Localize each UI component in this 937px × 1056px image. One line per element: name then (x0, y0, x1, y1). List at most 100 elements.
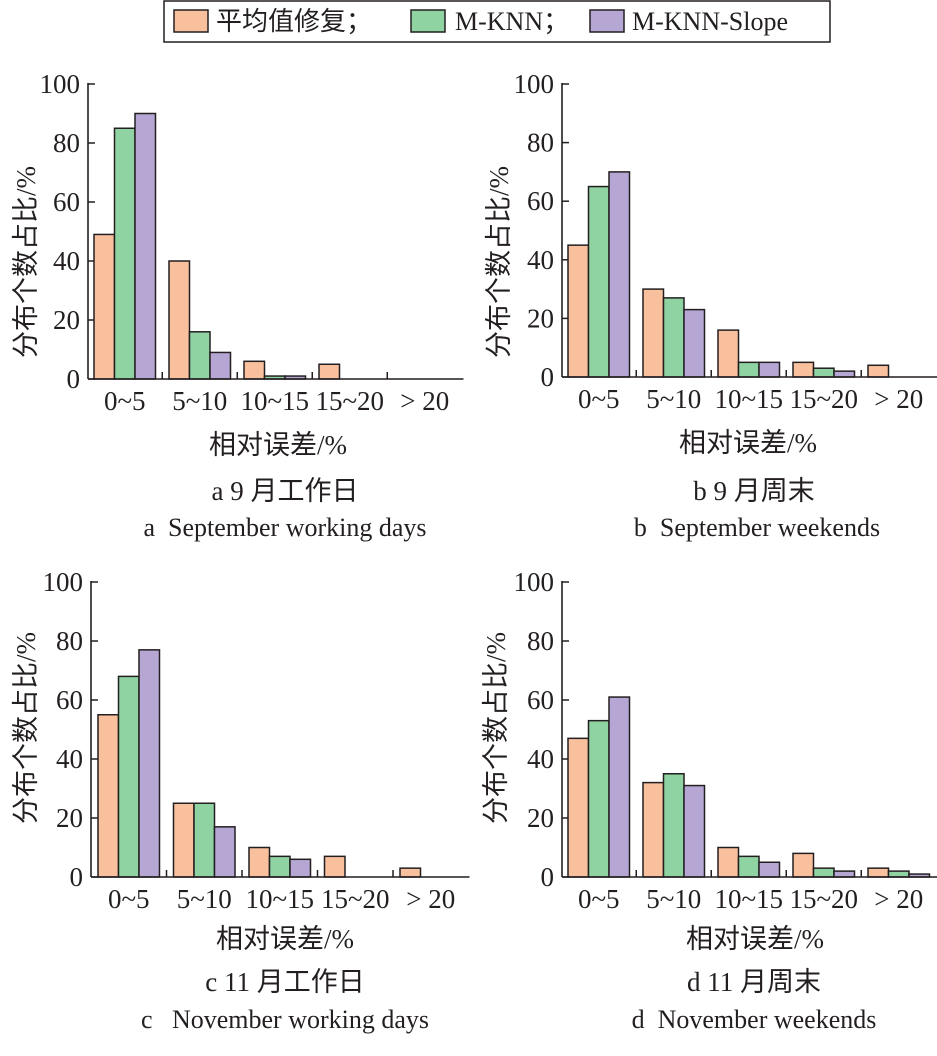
x-tick-label-d-5: > 20 (874, 884, 923, 914)
bar-a-mean-repair-4 (318, 363, 341, 380)
bar-b-mean-repair-1 (567, 244, 590, 378)
bar-d-mknn-slope-4 (833, 870, 856, 878)
y-tick-label-b-40: 40 (527, 245, 554, 275)
x-axis-title-d: 相对误差/% (686, 924, 824, 954)
y-tick-label-d-60: 60 (527, 685, 554, 715)
x-tick-label-c-1: 0~5 (108, 884, 150, 914)
bar-c-mean-repair-3 (248, 846, 271, 878)
bars-c (97, 649, 422, 878)
bar-d-mknn-5 (887, 870, 910, 878)
y-tick-label-c-60: 60 (56, 685, 83, 715)
x-tick-label-a-3: 10~15 (240, 386, 309, 416)
x-tick-label-d-3: 10~15 (714, 884, 783, 914)
y-tick-label-a-80: 80 (53, 128, 80, 158)
caption-en-d: d November weekends (632, 1005, 877, 1034)
bar-a-mknn-1 (113, 127, 136, 380)
legend: 平均值修复； M-KNN； M-KNN-Slope (163, 0, 831, 43)
y-ticks-d: 0 20 40 60 80 100 (514, 567, 569, 892)
bar-b-mknn-1 (587, 185, 610, 378)
caption-cn-c: c 11 月工作日 (205, 967, 364, 997)
legend-swatch-mknn-slope (589, 9, 625, 33)
legend-swatch-mean-repair (173, 9, 209, 33)
x-tick-label-d-2: 5~10 (646, 884, 701, 914)
bar-b-mknn-slope-1 (608, 171, 631, 378)
y-tick-label-a-0: 0 (67, 364, 81, 394)
y-tick-label-a-20: 20 (53, 305, 80, 335)
bar-d-mean-repair-5 (867, 867, 890, 878)
y-ticks-a: 0 20 40 60 80 100 (40, 69, 95, 394)
legend-swatch-mknn (410, 9, 446, 33)
y-tick-label-d-0: 0 (541, 862, 555, 892)
x-ticks-d: 0~5 5~10 10~15 15~20 > 20 (578, 870, 923, 914)
bar-d-mknn-3 (737, 855, 760, 878)
bar-a-mean-repair-3 (243, 360, 266, 380)
bar-a-mean-repair-1 (93, 233, 116, 380)
x-tick-label-b-2: 5~10 (646, 384, 701, 414)
y-tick-label-b-100: 100 (514, 69, 555, 99)
bar-c-mean-repair-1 (97, 714, 120, 878)
bar-d-mknn-slope-3 (758, 861, 781, 878)
x-tick-label-c-3: 10~15 (245, 884, 314, 914)
bar-b-mean-repair-3 (717, 329, 740, 378)
bar-c-mknn-1 (117, 675, 140, 878)
bar-d-mknn-1 (587, 719, 610, 878)
x-axis-title-b: 相对误差/% (679, 428, 817, 458)
x-ticks-a: 0~5 5~10 10~15 15~20 > 20 (104, 372, 449, 416)
bars-b (567, 171, 890, 378)
bar-b-mean-repair-4 (792, 361, 815, 378)
caption-en-a: a September working days (143, 513, 426, 542)
bar-d-mean-repair-2 (642, 781, 665, 878)
x-tick-label-d-4: 15~20 (789, 884, 858, 914)
x-tick-label-b-1: 0~5 (578, 384, 620, 414)
panel-c: 分布个数占比/% 0 20 40 60 80 100 0~5 5~10 10~15 15~20 >… (11, 567, 470, 1034)
bar-a-mean-repair-2 (168, 260, 191, 380)
bar-d-mean-repair-1 (567, 737, 590, 878)
y-tick-label-b-20: 20 (527, 303, 554, 333)
bar-c-mean-repair-2 (172, 802, 195, 878)
x-tick-label-b-3: 10~15 (714, 384, 783, 414)
legend-label-mean-repair: 平均值修复； (216, 7, 372, 36)
bar-a-mknn-slope-1 (134, 112, 157, 380)
bar-d-mknn-4 (812, 867, 835, 878)
x-tick-label-d-1: 0~5 (578, 884, 620, 914)
caption-en-c: c November working days (141, 1005, 429, 1034)
x-ticks-c: 0~5 5~10 10~15 15~20 > 20 (108, 870, 455, 914)
bar-b-mknn-4 (812, 367, 835, 378)
bar-c-mknn-3 (268, 855, 291, 878)
legend-frame (163, 0, 831, 43)
y-tick-label-b-0: 0 (541, 362, 555, 392)
bar-a-mknn-2 (188, 331, 211, 380)
caption-cn-d: d 11 月周末 (687, 967, 821, 997)
bar-c-mean-repair-4 (323, 855, 346, 878)
y-tick-label-a-60: 60 (53, 187, 80, 217)
y-axis-title-a: 分布个数占比/% (11, 166, 41, 358)
bars-d (567, 696, 931, 878)
bar-b-mean-repair-5 (867, 364, 890, 378)
bars-a (93, 112, 341, 380)
legend-label-mknn: M-KNN； (455, 7, 569, 36)
x-axis-title-c: 相对误差/% (216, 924, 354, 954)
y-tick-label-c-40: 40 (56, 744, 83, 774)
x-tick-label-b-5: > 20 (874, 384, 923, 414)
bar-d-mean-repair-4 (792, 852, 815, 878)
bar-b-mknn-slope-4 (833, 370, 856, 378)
bar-c-mknn-slope-1 (138, 649, 161, 878)
bar-b-mknn-3 (737, 361, 760, 378)
y-tick-label-a-100: 100 (40, 69, 81, 99)
y-tick-label-d-20: 20 (527, 803, 554, 833)
x-ticks-b: 0~5 5~10 10~15 15~20 > 20 (578, 370, 923, 414)
bar-b-mean-repair-2 (642, 288, 665, 378)
bar-d-mean-repair-3 (717, 846, 740, 878)
caption-cn-b: b 9 月周末 (693, 476, 815, 506)
y-axis-title-b: 分布个数占比/% (484, 166, 514, 358)
bar-b-mknn-slope-3 (758, 361, 781, 378)
y-tick-label-b-80: 80 (527, 128, 554, 158)
y-tick-label-c-20: 20 (56, 803, 83, 833)
y-tick-label-c-100: 100 (43, 567, 84, 597)
y-ticks-b: 0 20 40 60 80 100 (514, 69, 569, 392)
y-ticks-c: 0 20 40 60 80 100 (43, 567, 98, 892)
x-tick-label-a-2: 5~10 (172, 386, 227, 416)
caption-cn-a: a 9 月工作日 (212, 476, 359, 506)
y-axis-title-c: 分布个数占比/% (11, 632, 41, 824)
